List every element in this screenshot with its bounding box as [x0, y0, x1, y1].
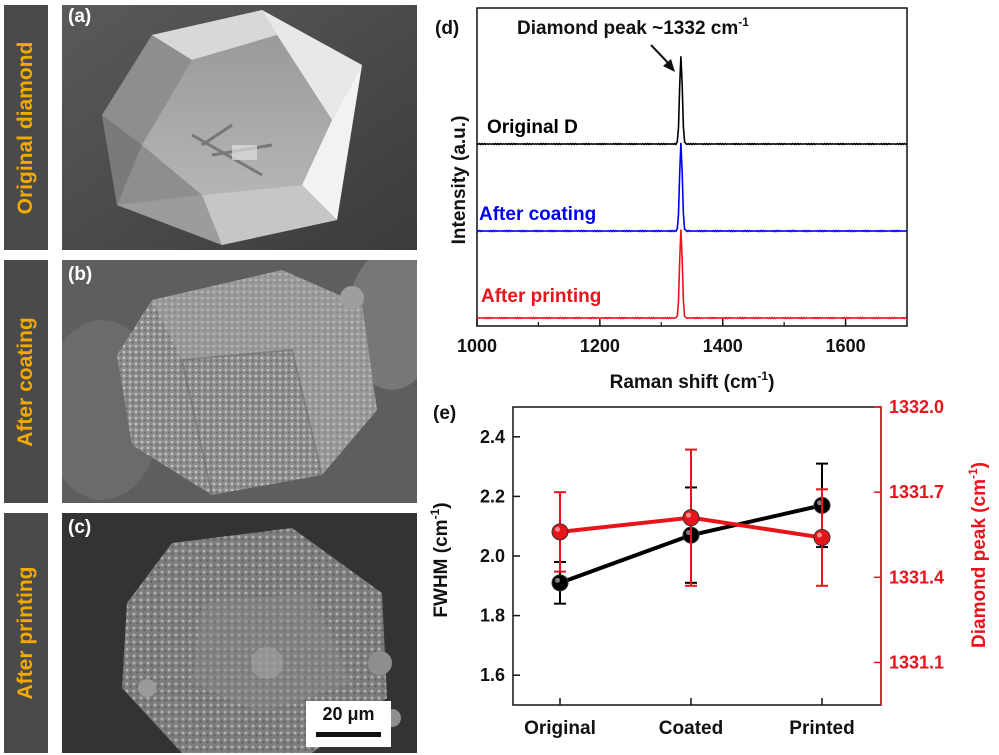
right-tick-label: 1331.4 [889, 567, 944, 587]
left-tick-label: 2.0 [480, 546, 505, 566]
panel-tag-c: (c) [68, 517, 92, 538]
panel-tag-d: (d) [435, 18, 459, 39]
panel-tag-a: (a) [68, 6, 92, 27]
sem-image-after-coating [62, 260, 417, 503]
x-tick-label: 1000 [457, 336, 497, 356]
scale-bar: 20 μm [306, 701, 391, 747]
x-axis-label: Raman shift (cm-1) [610, 369, 775, 393]
data-point-highlight [817, 532, 822, 538]
series-label-2: After coating [479, 204, 596, 225]
left-tick-label: 1.8 [480, 606, 505, 626]
raman-spectra-chart: (d) Diamond peak ~1332 cm-1 Original D Af… [435, 7, 908, 393]
sem-image-original-diamond [62, 5, 417, 250]
side-label-original-diamond: Original diamond [4, 5, 48, 250]
data-point-right [813, 529, 831, 547]
left-tick-label: 2.4 [480, 427, 505, 447]
series-line-3 [476, 229, 908, 320]
side-label-text: Original diamond [14, 41, 37, 214]
x-tick-label: 1400 [703, 336, 743, 356]
right-axis-label: Diamond peak (cm-1) [966, 462, 990, 648]
x-tick-label: 1600 [826, 336, 866, 356]
data-point-highlight [555, 526, 560, 532]
peak-arrow [650, 44, 675, 72]
series-line-2 [476, 142, 908, 233]
panel-tag-b: (b) [68, 264, 93, 285]
x-category-label: Coated [659, 718, 723, 739]
data-point-highlight [686, 512, 691, 518]
series-line-1 [476, 56, 908, 146]
sem-image-after-printing [62, 513, 417, 753]
left-tick-label: 1.6 [480, 665, 505, 685]
panel-tag-e: (e) [433, 403, 456, 424]
side-label-after-printing: After printing [4, 513, 48, 753]
data-point-highlight [817, 500, 822, 506]
left-axis-label: FWHM (cm-1) [428, 502, 452, 617]
series-label-3: After printing [481, 286, 601, 307]
data-point-left [551, 574, 569, 592]
data-point-highlight [686, 530, 691, 536]
plot-frame [512, 406, 882, 706]
data-point-right [682, 509, 700, 527]
fwhm-peak-chart: (e) 1.6 1.8 2.0 2.2 2.4 1331.1 1331.4 1331.7 133… [428, 397, 990, 739]
right-tick-label: 1332.0 [889, 397, 944, 417]
data-point-right [551, 523, 569, 541]
plot-frame [476, 7, 908, 327]
x-category-label: Original [524, 718, 596, 739]
scale-bar-label: 20 μm [322, 704, 375, 724]
y-axis-label: Intensity (a.u.) [449, 116, 470, 245]
side-label-after-coating: After coating [4, 260, 48, 503]
left-tick-label: 2.2 [480, 486, 505, 506]
right-tick-label: 1331.1 [889, 652, 944, 672]
right-tick-label: 1331.7 [889, 482, 944, 502]
side-label-text: After printing [14, 566, 37, 700]
series-label-1: Original D [487, 117, 578, 138]
peak-annotation: Diamond peak ~1332 cm-1 [517, 15, 749, 39]
side-label-text: After coating [14, 316, 37, 447]
data-point-highlight [555, 577, 560, 583]
x-category-label: Printed [789, 718, 854, 739]
x-tick-label: 1200 [580, 336, 620, 356]
scale-bar-line [316, 732, 381, 737]
